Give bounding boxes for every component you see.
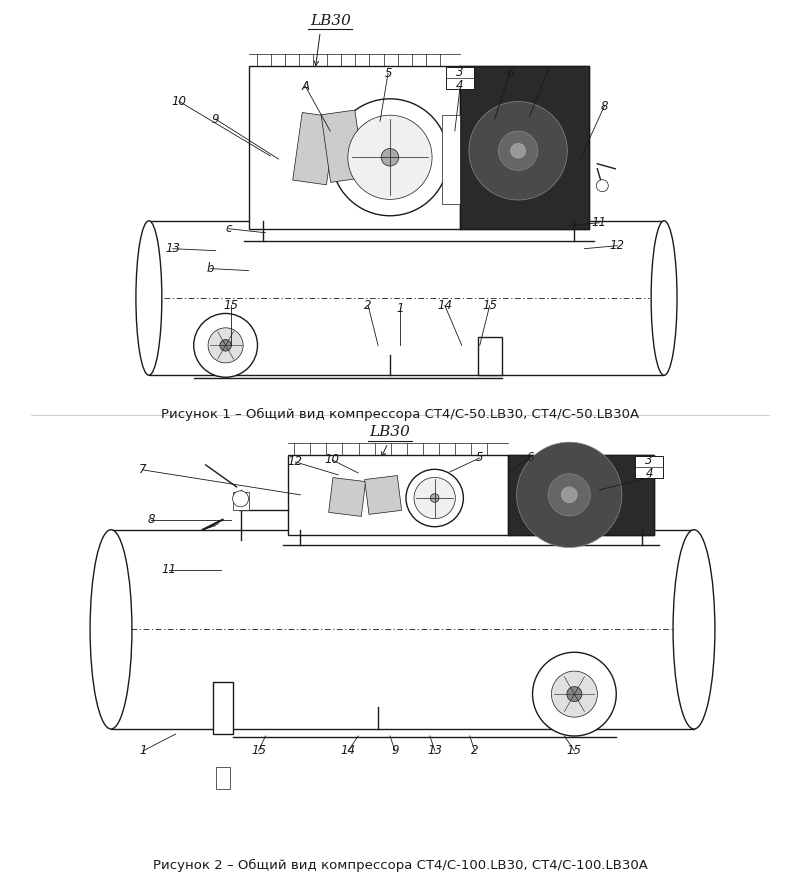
Text: 3: 3 — [456, 66, 463, 79]
Text: 10: 10 — [171, 94, 186, 108]
Text: 4: 4 — [646, 467, 653, 481]
Circle shape — [348, 115, 432, 199]
Text: 15: 15 — [482, 299, 497, 312]
Text: 3: 3 — [646, 455, 653, 467]
Bar — [288, 455, 654, 535]
Text: 4: 4 — [456, 78, 463, 92]
Text: c: c — [226, 222, 232, 235]
Bar — [149, 221, 664, 376]
Circle shape — [331, 99, 449, 215]
Bar — [442, 115, 460, 205]
Text: 6: 6 — [526, 451, 534, 465]
Text: 5: 5 — [384, 67, 392, 80]
Text: 8: 8 — [147, 514, 154, 526]
Circle shape — [562, 487, 577, 503]
Text: 9: 9 — [212, 113, 219, 125]
Circle shape — [548, 473, 590, 516]
Circle shape — [220, 340, 231, 351]
Bar — [293, 112, 336, 185]
Circle shape — [430, 494, 439, 502]
Text: Рисунок 2 – Общий вид компрессора СТ4/С-100.LB30, СТ4/С-100.LB30А: Рисунок 2 – Общий вид компрессора СТ4/С-… — [153, 859, 647, 871]
Text: LB30: LB30 — [370, 425, 410, 439]
Text: b: b — [207, 263, 214, 275]
Circle shape — [469, 101, 567, 200]
Ellipse shape — [673, 530, 715, 729]
Text: 8: 8 — [601, 100, 608, 113]
Ellipse shape — [651, 221, 677, 376]
Bar — [213, 682, 233, 734]
Text: 13: 13 — [427, 744, 442, 757]
Text: 12: 12 — [610, 239, 625, 252]
Text: 2: 2 — [364, 299, 372, 312]
Text: 7: 7 — [544, 65, 551, 77]
Bar — [460, 67, 590, 229]
Circle shape — [194, 313, 258, 377]
Text: 1: 1 — [396, 302, 404, 315]
Text: 10: 10 — [325, 453, 340, 466]
Circle shape — [208, 328, 243, 363]
Text: 6: 6 — [506, 67, 514, 80]
Bar — [321, 110, 364, 182]
Bar — [460, 67, 590, 229]
Bar — [478, 337, 502, 376]
Bar — [233, 492, 249, 510]
Ellipse shape — [90, 530, 132, 729]
Circle shape — [498, 131, 538, 171]
Circle shape — [233, 491, 249, 506]
Text: 15: 15 — [567, 744, 582, 757]
Bar — [508, 455, 654, 535]
Bar — [365, 475, 402, 514]
Text: 11: 11 — [592, 216, 607, 230]
Text: LB30: LB30 — [310, 13, 350, 28]
Bar — [635, 456, 663, 478]
Text: 14: 14 — [341, 744, 356, 757]
Text: 11: 11 — [162, 563, 176, 576]
Bar — [446, 68, 474, 89]
Text: 13: 13 — [166, 242, 180, 255]
Bar — [111, 530, 694, 729]
Bar — [329, 478, 366, 516]
Text: 15: 15 — [251, 744, 266, 757]
Bar — [249, 67, 590, 229]
Text: A: A — [302, 80, 310, 93]
Bar — [216, 767, 230, 789]
Text: 9: 9 — [391, 744, 398, 757]
Circle shape — [517, 442, 622, 547]
Circle shape — [381, 149, 398, 166]
Text: 7: 7 — [139, 464, 146, 476]
Text: 2: 2 — [471, 744, 478, 757]
Circle shape — [414, 477, 455, 519]
Circle shape — [406, 469, 463, 527]
Text: 5: 5 — [476, 451, 483, 465]
Text: 12: 12 — [288, 456, 303, 468]
Circle shape — [596, 180, 608, 191]
Circle shape — [510, 143, 526, 158]
Ellipse shape — [136, 221, 162, 376]
Text: 1: 1 — [139, 744, 146, 757]
Circle shape — [551, 671, 598, 717]
Text: 14: 14 — [438, 299, 452, 312]
Text: Рисунок 1 – Общий вид компрессора СТ4/С-50.LB30, СТ4/С-50.LB30А: Рисунок 1 – Общий вид компрессора СТ4/С-… — [161, 409, 639, 421]
Text: 15: 15 — [223, 299, 238, 312]
Bar — [508, 455, 654, 535]
Circle shape — [567, 686, 582, 701]
Circle shape — [533, 652, 616, 736]
